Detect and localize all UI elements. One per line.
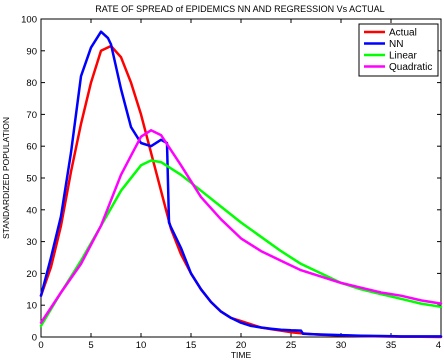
legend-label-nn: NN [389,39,403,50]
x-tick-label: 30 [336,340,347,351]
x-tick-label: 20 [236,340,247,351]
x-axis-label: TIME [231,350,252,360]
series-line-nn [39,30,443,338]
y-tick-label: 60 [26,142,37,153]
y-tick-label: 20 [26,269,37,280]
x-tick-label: 35 [386,340,397,351]
x-tick-label: 15 [186,340,197,351]
x-tick-label: 25 [286,340,297,351]
x-tick-label: 5 [88,340,93,351]
y-tick-label: 80 [26,78,37,89]
y-tick-label: 50 [26,174,37,185]
series-line-linear [39,159,443,328]
y-tick-label: 90 [26,46,37,57]
x-tick-label: 4 [436,340,441,351]
y-tick-label: 30 [26,237,37,248]
legend-label-actual: Actual [389,28,417,39]
legend-label-quadratic: Quadratic [389,62,432,73]
y-tick-label: 70 [26,110,37,121]
plot-area: 0 5 10 15 20 25 30 35 40102030405060708090100Act… [21,15,443,351]
legend-label-linear: Linear [389,51,417,62]
x-tick-label: 0 [38,340,43,351]
y-tick-label: 40 [26,205,37,216]
y-tick-label: 0 [32,333,37,344]
y-tick-label: 10 [26,301,37,312]
series-line-quadratic [39,129,443,324]
y-axis-label: STANDARDIZED POPULATION [1,117,11,239]
chart-title: RATE OF SPREAD of EPIDEMICS NN AND REGRE… [95,4,384,14]
y-tick-label: 100 [21,15,37,26]
x-tick-label: 10 [136,340,147,351]
